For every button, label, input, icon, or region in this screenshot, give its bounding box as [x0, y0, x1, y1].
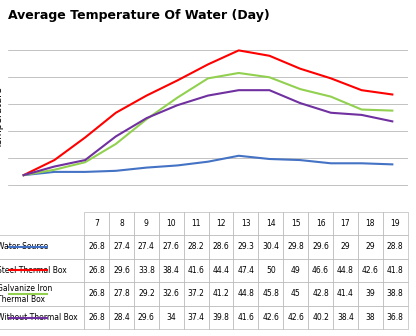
Text: Average Temperature Of Water (Day): Average Temperature Of Water (Day)	[8, 9, 270, 23]
Y-axis label: Temperature: Temperature	[0, 87, 4, 149]
